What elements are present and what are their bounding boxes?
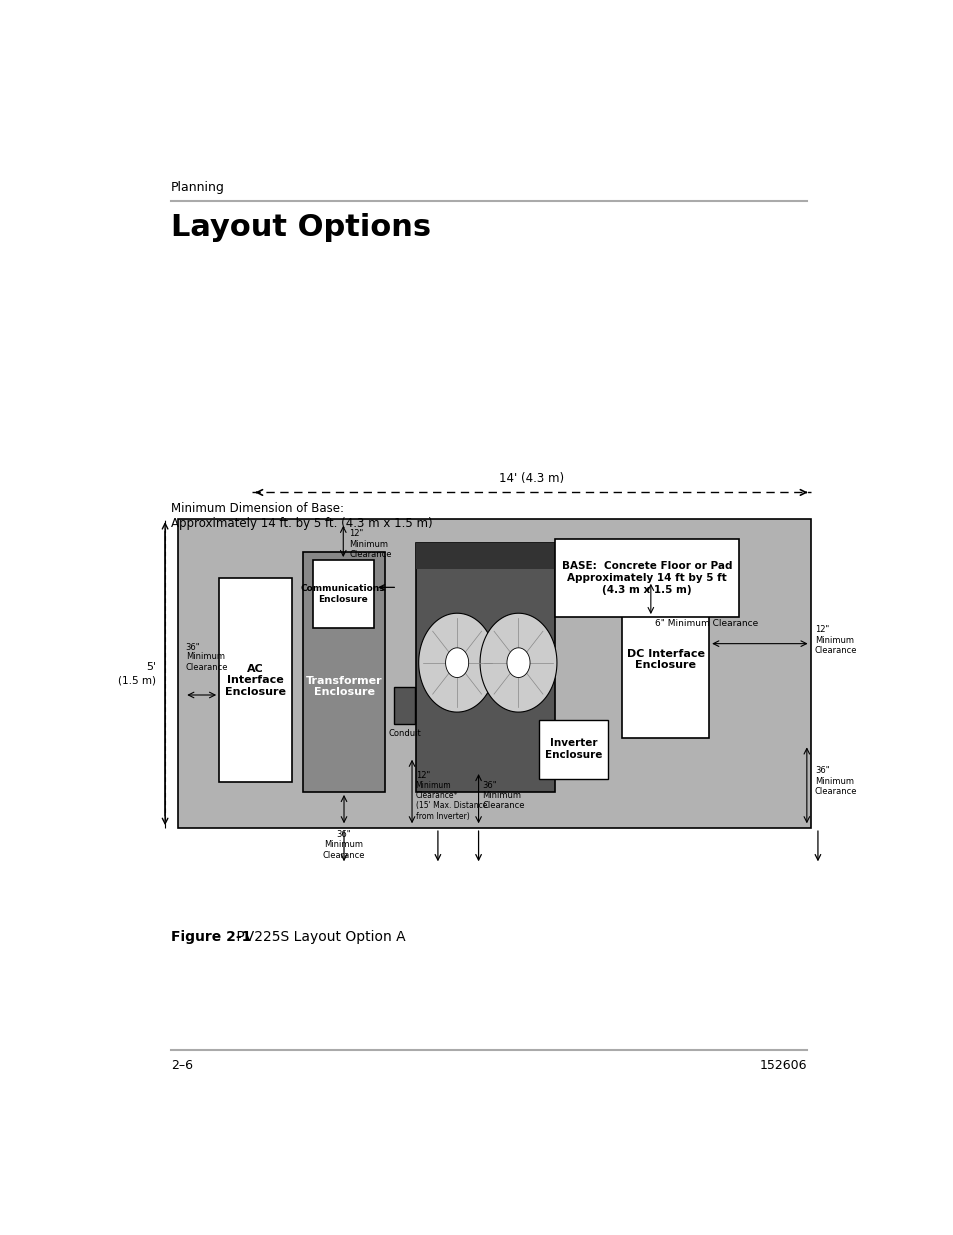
Text: Communications
Enclosure: Communications Enclosure bbox=[300, 584, 385, 604]
Text: Approximately 14 ft. by 5 ft. (4.3 m x 1.5 m): Approximately 14 ft. by 5 ft. (4.3 m x 1… bbox=[171, 517, 432, 530]
Text: Minimum Dimension of Base:: Minimum Dimension of Base: bbox=[171, 501, 344, 515]
Text: 2–6: 2–6 bbox=[171, 1060, 193, 1072]
Polygon shape bbox=[445, 648, 468, 678]
Text: 36"
Minimum
Clearance: 36" Minimum Clearance bbox=[322, 830, 365, 860]
Bar bbox=[313, 559, 374, 629]
Text: AC
Interface
Enclosure: AC Interface Enclosure bbox=[225, 663, 286, 697]
Text: Planning: Planning bbox=[171, 180, 225, 194]
Text: 12": 12" bbox=[416, 771, 430, 781]
Text: (1.5 m): (1.5 m) bbox=[118, 676, 156, 685]
Text: Inverter
Enclosure: Inverter Enclosure bbox=[544, 739, 601, 760]
Polygon shape bbox=[506, 648, 530, 678]
Text: 152606: 152606 bbox=[759, 1060, 806, 1072]
Bar bbox=[416, 543, 555, 792]
Text: 36"
Minimum
Clearance: 36" Minimum Clearance bbox=[814, 766, 857, 797]
Bar bbox=[394, 688, 415, 724]
Text: 12": 12" bbox=[349, 529, 363, 537]
Text: 36": 36" bbox=[186, 642, 200, 652]
Text: Figure 2-1: Figure 2-1 bbox=[171, 930, 252, 944]
Bar bbox=[538, 720, 607, 779]
Text: 12": 12" bbox=[814, 625, 828, 634]
Text: Minimum
Clearance*
(15' Max. Distance
from Inverter): Minimum Clearance* (15' Max. Distance fr… bbox=[416, 781, 487, 821]
Text: PV225S Layout Option A: PV225S Layout Option A bbox=[232, 930, 405, 944]
Bar bbox=[555, 538, 738, 618]
Polygon shape bbox=[418, 614, 495, 713]
Text: Conduit: Conduit bbox=[388, 729, 420, 739]
Text: 6" Minimum Clearance: 6" Minimum Clearance bbox=[654, 619, 757, 627]
Text: 14' (4.3 m): 14' (4.3 m) bbox=[498, 472, 563, 485]
Bar bbox=[219, 578, 292, 783]
Text: Minimum
Clearance: Minimum Clearance bbox=[349, 540, 392, 559]
Text: Minimum
Clearance: Minimum Clearance bbox=[186, 652, 228, 672]
Text: BASE:  Concrete Floor or Pad
Approximately 14 ft by 5 ft
(4.3 m x 1.5 m): BASE: Concrete Floor or Pad Approximatel… bbox=[561, 562, 732, 594]
Bar bbox=[621, 580, 708, 737]
Text: DC Interface
Enclosure: DC Interface Enclosure bbox=[626, 648, 704, 671]
Polygon shape bbox=[479, 614, 557, 713]
Text: Transformer
Enclosure: Transformer Enclosure bbox=[305, 676, 382, 698]
Text: Layout Options: Layout Options bbox=[171, 212, 431, 242]
Text: 36"
Minimum
Clearance: 36" Minimum Clearance bbox=[482, 781, 524, 810]
Bar bbox=[416, 543, 555, 569]
Text: 5': 5' bbox=[146, 662, 156, 672]
Bar bbox=[178, 519, 810, 829]
Text: Minimum
Clearance: Minimum Clearance bbox=[814, 636, 857, 656]
Bar bbox=[302, 552, 385, 792]
